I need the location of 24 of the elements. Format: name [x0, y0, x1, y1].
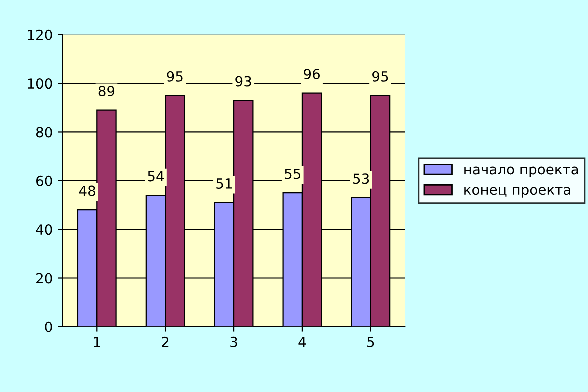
- y-tick-label: 40: [36, 224, 52, 236]
- y-tick-label: 60: [36, 176, 52, 186]
- x-tick-label: 3: [230, 336, 238, 348]
- y-tick-label: 80: [36, 127, 52, 138]
- data-label: 93: [236, 76, 252, 87]
- data-label: 96: [304, 68, 320, 80]
- x-tick-label: 2: [162, 336, 169, 348]
- data-label: 54: [148, 171, 164, 182]
- x-tick-label: 4: [298, 337, 306, 348]
- data-label: 53: [354, 174, 370, 184]
- data-label: 89: [98, 86, 115, 97]
- x-tick-label: 5: [368, 337, 374, 348]
- x-tick-label: 1: [94, 337, 100, 348]
- y-tick-label: 0: [45, 322, 52, 332]
- y-tick-label: 20: [36, 273, 52, 284]
- data-label: 95: [167, 71, 183, 82]
- y-tick-label: 120: [28, 30, 52, 40]
- legend-label: конец проекта: [464, 187, 570, 198]
- data-label: 95: [372, 71, 388, 82]
- y-tick-label: 100: [28, 78, 52, 90]
- legend-label: начало проекта: [464, 166, 578, 178]
- data-label: 55: [285, 168, 301, 180]
- data-label: 51: [216, 178, 232, 190]
- data-label: 48: [79, 186, 96, 196]
